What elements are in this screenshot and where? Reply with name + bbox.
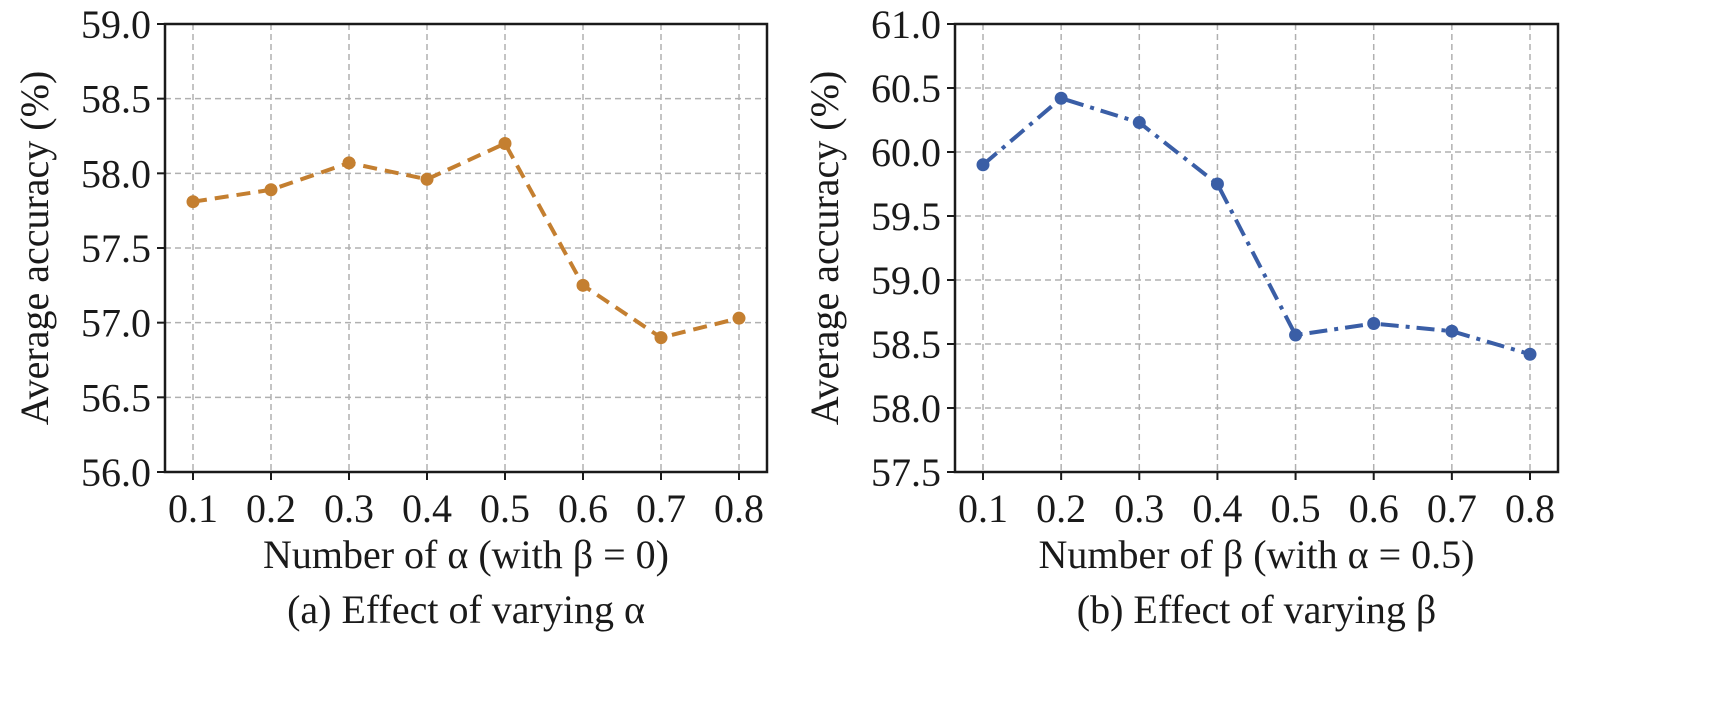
- y-tick-label: 61.0: [871, 2, 941, 47]
- data-point: [1210, 177, 1224, 191]
- data-point: [342, 156, 356, 170]
- x-tick-label: 0.1: [958, 486, 1008, 531]
- x-tick-label: 0.4: [402, 486, 452, 531]
- data-point: [1367, 317, 1381, 331]
- x-tick-label: 0.1: [168, 486, 218, 531]
- x-tick-label: 0.2: [1036, 486, 1086, 531]
- x-tick-label: 0.8: [714, 486, 764, 531]
- y-tick-label: 59.5: [871, 194, 941, 239]
- y-tick-label: 56.0: [81, 450, 151, 495]
- y-tick-label: 59.0: [871, 258, 941, 303]
- x-tick-label: 0.7: [636, 486, 686, 531]
- data-point: [976, 158, 990, 172]
- data-point: [576, 278, 590, 292]
- data-point: [1054, 91, 1068, 105]
- y-axis-label: Average accuracy (%): [12, 71, 57, 426]
- x-tick-label: 0.8: [1505, 486, 1555, 531]
- x-tick-label: 0.4: [1192, 486, 1242, 531]
- y-tick-label: 57.5: [81, 226, 151, 271]
- x-tick-label: 0.5: [1271, 486, 1321, 531]
- x-tick-label: 0.3: [1114, 486, 1164, 531]
- y-tick-label: 58.5: [81, 77, 151, 122]
- data-point: [654, 331, 668, 345]
- x-axis-label: Number of β (with α = 0.5): [1038, 532, 1474, 577]
- y-tick-label: 57.0: [81, 301, 151, 346]
- data-point: [420, 172, 434, 186]
- data-point: [1523, 347, 1537, 361]
- data-point: [1132, 116, 1146, 130]
- series-line: [192, 141, 740, 340]
- data-point: [732, 311, 746, 325]
- x-tick-label: 0.3: [324, 486, 374, 531]
- y-axis-label: Average accuracy (%): [802, 71, 847, 426]
- y-tick-label: 59.0: [81, 2, 151, 47]
- x-tick-label: 0.6: [1349, 486, 1399, 531]
- y-tick-label: 58.0: [871, 386, 941, 431]
- data-point: [498, 136, 512, 150]
- data-point: [264, 183, 278, 197]
- panel-caption-a: (a) Effect of varying α: [287, 587, 645, 632]
- data-point: [186, 195, 200, 209]
- chart-panel-b: 0.1 0.2 0.3 0.4 0.5 0.6 0.7 0.8 57.5 58.0 58.5 59.0…: [802, 2, 1560, 632]
- y-tick-label: 56.5: [81, 375, 151, 420]
- data-point: [1289, 328, 1303, 342]
- x-tick-label: 0.6: [558, 486, 608, 531]
- x-tick-label: 0.5: [480, 486, 530, 531]
- plot-frame: [953, 22, 1560, 474]
- y-tick-label: 57.5: [871, 450, 941, 495]
- panel-caption-b: (b) Effect of varying β: [1077, 587, 1436, 632]
- y-tick-label: 60.5: [871, 66, 941, 111]
- x-tick-label: 0.2: [246, 486, 296, 531]
- x-axis-label: Number of α (with β = 0): [263, 532, 669, 577]
- x-tick-label: 0.7: [1427, 486, 1477, 531]
- series-line: [981, 96, 1531, 357]
- chart-panel-a: 0.1 0.2 0.3 0.4 0.5 0.6 0.7 0.8 56.0 56.5 57.0 57.5…: [12, 2, 769, 632]
- y-tick-label: 58.0: [81, 151, 151, 196]
- y-tick-label: 60.0: [871, 130, 941, 175]
- data-point: [1445, 324, 1459, 338]
- y-tick-label: 58.5: [871, 322, 941, 367]
